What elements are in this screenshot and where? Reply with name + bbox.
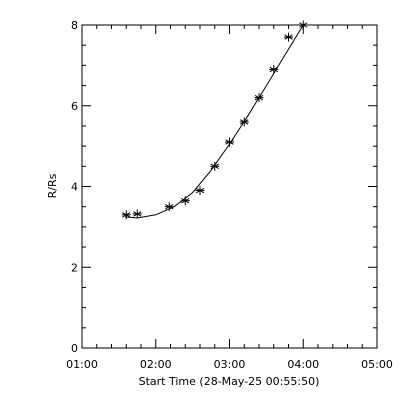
x-tick-label: 02:00	[140, 358, 172, 371]
data-point	[225, 137, 234, 147]
data-point	[284, 32, 293, 42]
data-point	[195, 186, 205, 196]
x-tick-label: 04:00	[287, 358, 319, 371]
data-point	[164, 202, 174, 212]
data-point	[254, 93, 264, 103]
data-point	[121, 210, 131, 220]
y-axis: 0 2 4 6 8	[71, 19, 377, 355]
fit-curve	[124, 24, 304, 219]
x-axis-label: Start Time (28-May-25 00:55:50)	[139, 375, 320, 388]
plot-frame	[81, 24, 378, 349]
y-tick-label: 0	[71, 342, 78, 355]
data-points	[121, 20, 308, 220]
data-point	[132, 209, 142, 219]
y-tick-label: 6	[71, 100, 78, 113]
data-point	[210, 161, 220, 171]
x-tick-label: 03:00	[214, 358, 246, 371]
data-point	[298, 20, 308, 30]
x-tick-label: 01:00	[66, 358, 98, 371]
y-axis-label: R/Rs	[46, 173, 59, 198]
y-tick-label: 2	[71, 261, 78, 274]
x-tick-label: 05:00	[361, 358, 393, 371]
data-point	[239, 117, 249, 127]
data-point	[269, 64, 279, 74]
data-point	[180, 196, 190, 206]
x-axis: 01:00 02:00 03:00 04:00 05:00	[66, 25, 393, 371]
y-tick-label: 4	[71, 181, 78, 194]
y-tick-label: 8	[71, 19, 78, 32]
